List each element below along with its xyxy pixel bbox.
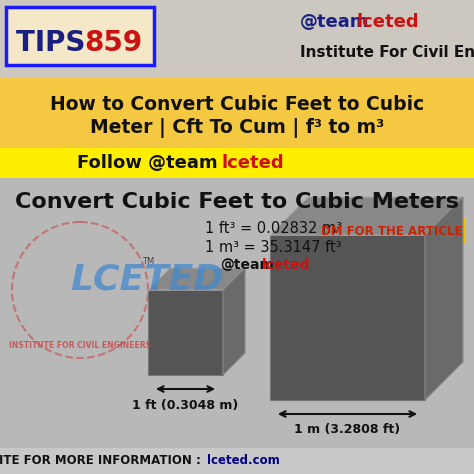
Text: How to Convert Cubic Feet to Cubic: How to Convert Cubic Feet to Cubic: [50, 94, 424, 113]
Text: LCETED: LCETED: [70, 263, 223, 297]
Text: lceted: lceted: [357, 13, 419, 31]
Text: DM FOR THE ARTICLE: DM FOR THE ARTICLE: [321, 225, 463, 237]
Polygon shape: [425, 197, 463, 400]
Polygon shape: [270, 235, 425, 400]
Text: TM: TM: [142, 257, 154, 266]
Text: @team: @team: [300, 13, 370, 31]
Text: 1 m (3.2808 ft): 1 m (3.2808 ft): [294, 423, 401, 437]
Text: 1 m³ = 35.3147 ft³: 1 m³ = 35.3147 ft³: [205, 239, 342, 255]
Bar: [0, 148, 474, 178]
Text: lceted.com: lceted.com: [207, 455, 280, 467]
Text: Convert Cubic Feet to Cubic Meters: Convert Cubic Feet to Cubic Meters: [15, 192, 459, 212]
FancyBboxPatch shape: [6, 7, 154, 65]
Text: 1 ft (0.3048 m): 1 ft (0.3048 m): [132, 399, 238, 411]
Text: TIPS: TIPS: [16, 29, 95, 57]
Text: Follow @team: Follow @team: [77, 154, 218, 172]
Bar: [0, 78, 474, 148]
Polygon shape: [148, 290, 223, 375]
Bar: [0, 178, 474, 448]
Text: INSTITUTE FOR CIVIL ENGINEERS: INSTITUTE FOR CIVIL ENGINEERS: [9, 340, 151, 349]
Text: 1 ft³ = 0.02832 m³: 1 ft³ = 0.02832 m³: [205, 220, 342, 236]
Text: @team: @team: [220, 258, 274, 272]
Text: lceted: lceted: [262, 258, 310, 272]
Bar: [320, 218, 465, 244]
Text: Institute For Civil Engineers: Institute For Civil Engineers: [300, 45, 474, 60]
Text: lceted: lceted: [222, 154, 284, 172]
Polygon shape: [270, 197, 463, 235]
Bar: [0, 0, 474, 78]
Text: Meter | Cft To Cum | f³ to m³: Meter | Cft To Cum | f³ to m³: [90, 118, 384, 138]
Text: VISIT OUR SITE FOR MORE INFORMATION :: VISIT OUR SITE FOR MORE INFORMATION :: [0, 455, 205, 467]
Polygon shape: [148, 268, 245, 290]
Bar: [0, 448, 474, 474]
Text: 859: 859: [84, 29, 142, 57]
Polygon shape: [223, 268, 245, 375]
